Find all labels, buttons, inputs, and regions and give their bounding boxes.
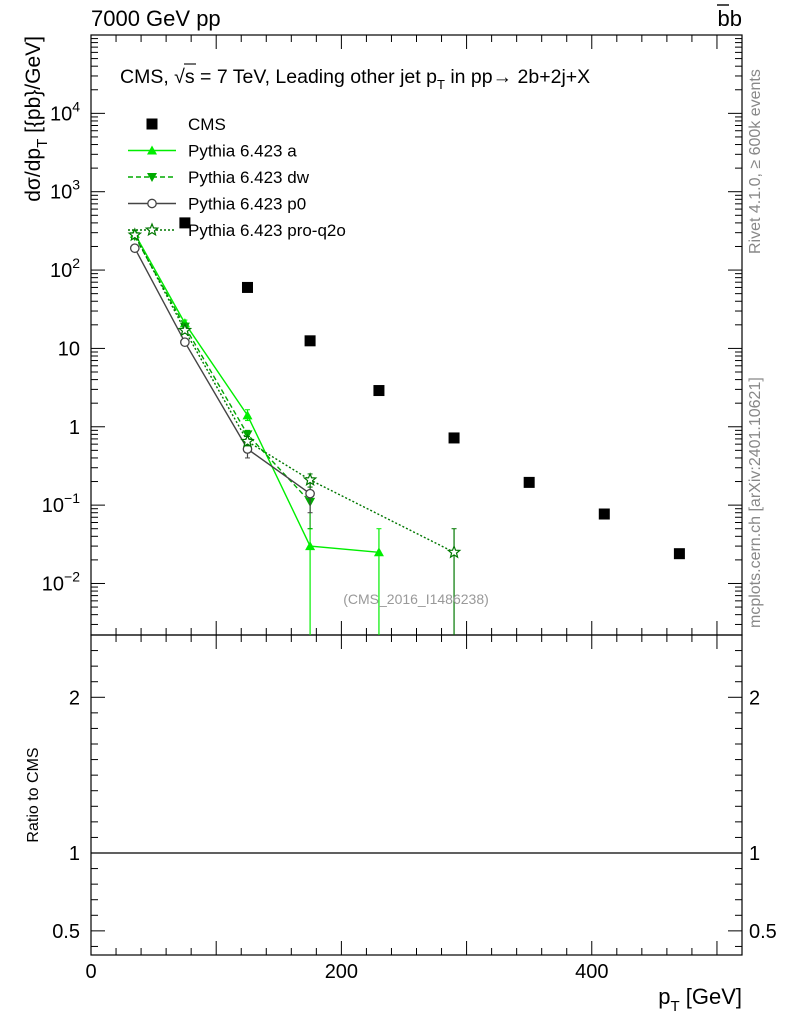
y-tick-label: 10 bbox=[58, 338, 80, 360]
ratio-tick-label-right: 2 bbox=[749, 687, 760, 709]
legend-entry: Pythia 6.423 p0 bbox=[128, 195, 306, 214]
legend-marker bbox=[146, 118, 158, 130]
series-line bbox=[134, 233, 379, 553]
header: 7000 GeV pp bb bbox=[91, 4, 743, 31]
ratio-tick-label-right: 0.5 bbox=[749, 921, 777, 943]
legend-entry: Pythia 6.423 dw bbox=[128, 168, 310, 187]
data-point bbox=[446, 544, 462, 559]
data-point bbox=[373, 385, 385, 397]
legend-entry: CMS bbox=[146, 115, 226, 134]
process-label: bb bbox=[718, 6, 743, 31]
x-axis-tick-labels: 0 200 400 bbox=[85, 961, 608, 983]
series-line bbox=[134, 247, 311, 495]
ratio-tick-label: 2 bbox=[69, 687, 80, 709]
series-line bbox=[134, 234, 455, 553]
data-point bbox=[180, 337, 190, 348]
y-tick-label: 104 bbox=[50, 98, 80, 125]
legend-entry: Pythia 6.423 pro-q2o bbox=[128, 221, 346, 240]
data-point bbox=[129, 243, 140, 254]
series-pythia-6-423-pro-q2o bbox=[127, 227, 462, 635]
data-point bbox=[127, 227, 143, 242]
legend-entry: Pythia 6.423 a bbox=[128, 142, 297, 161]
x-tick-label: 400 bbox=[575, 961, 608, 983]
legend-marker bbox=[147, 145, 157, 155]
data-point bbox=[523, 476, 535, 488]
legend: CMS Pythia 6.423 a Pythia 6.423 dw Pythia 6… bbox=[128, 115, 346, 240]
legend-marker bbox=[147, 198, 157, 209]
rivet-label: Rivet 4.1.0, ≥ 600k events bbox=[747, 69, 764, 254]
legend-label: Pythia 6.423 p0 bbox=[188, 195, 306, 214]
collision-label: 7000 GeV pp bbox=[91, 6, 221, 31]
main-axis-tick-labels: 10−2 10−1 1 10 102 103 104 bbox=[42, 98, 80, 595]
data-point bbox=[179, 217, 191, 229]
legend-label: Pythia 6.423 a bbox=[188, 142, 297, 161]
data-point bbox=[241, 281, 253, 293]
data-point bbox=[242, 410, 253, 420]
series-pythia-6-423-a bbox=[129, 228, 384, 635]
y-tick-label: 1 bbox=[69, 417, 80, 439]
data-point bbox=[240, 433, 255, 448]
legend-label: Pythia 6.423 dw bbox=[188, 168, 310, 187]
data-point bbox=[304, 335, 316, 347]
legend-marker bbox=[144, 222, 160, 237]
series-layer bbox=[127, 217, 685, 635]
x-axis-label: pT [GeV] bbox=[658, 984, 742, 1015]
legend-marker bbox=[147, 173, 157, 182]
ratio-tick-label: 1 bbox=[69, 843, 80, 865]
watermark: (CMS_2016_I1486238) bbox=[343, 591, 489, 607]
series-line bbox=[134, 235, 311, 503]
ratio-axis-label: Ratio to CMS bbox=[25, 747, 42, 842]
series-cms bbox=[179, 217, 685, 560]
y-axis-label: dσ/dpT [{pb}/GeV] bbox=[22, 36, 51, 202]
x-tick-label: 0 bbox=[85, 961, 96, 983]
data-point bbox=[177, 322, 193, 337]
series-pythia-6-423-dw bbox=[129, 232, 316, 530]
main-axis-ticks bbox=[91, 34, 742, 625]
side-labels: Rivet 4.1.0, ≥ 600k events mcplots.cern.… bbox=[747, 69, 764, 628]
data-point bbox=[302, 472, 318, 487]
y-tick-label: 10−2 bbox=[42, 568, 80, 595]
ratio-tick-label-right: 1 bbox=[749, 843, 760, 865]
process-label-bar: b bbox=[730, 6, 742, 31]
data-point bbox=[448, 432, 460, 444]
ratio-panel bbox=[90, 634, 743, 956]
x-tick-label: 200 bbox=[325, 961, 358, 983]
legend-label: CMS bbox=[188, 115, 226, 134]
legend-label: Pythia 6.423 pro-q2o bbox=[188, 221, 346, 240]
data-point bbox=[305, 488, 315, 499]
data-point bbox=[373, 547, 384, 557]
y-tick-label: 10−1 bbox=[42, 490, 80, 517]
chart-title: CMS, √s = 7 TeV, Leading other jet pT in… bbox=[120, 66, 590, 92]
ratio-axis-tick-labels: 0.5 0.5 1 1 2 2 bbox=[52, 687, 777, 943]
ratio-tick-label: 0.5 bbox=[52, 921, 80, 943]
y-tick-label: 102 bbox=[50, 255, 80, 282]
mcplots-label: mcplots.cern.ch [arXiv:2401.10621] bbox=[747, 377, 764, 628]
data-point bbox=[673, 548, 685, 560]
data-point bbox=[598, 508, 610, 520]
x-axis-ticks bbox=[90, 35, 743, 955]
data-point bbox=[305, 541, 316, 551]
ratio-axis-ticks bbox=[91, 650, 742, 947]
y-tick-label: 103 bbox=[50, 177, 80, 204]
ratio-panel-frame bbox=[90, 634, 743, 956]
